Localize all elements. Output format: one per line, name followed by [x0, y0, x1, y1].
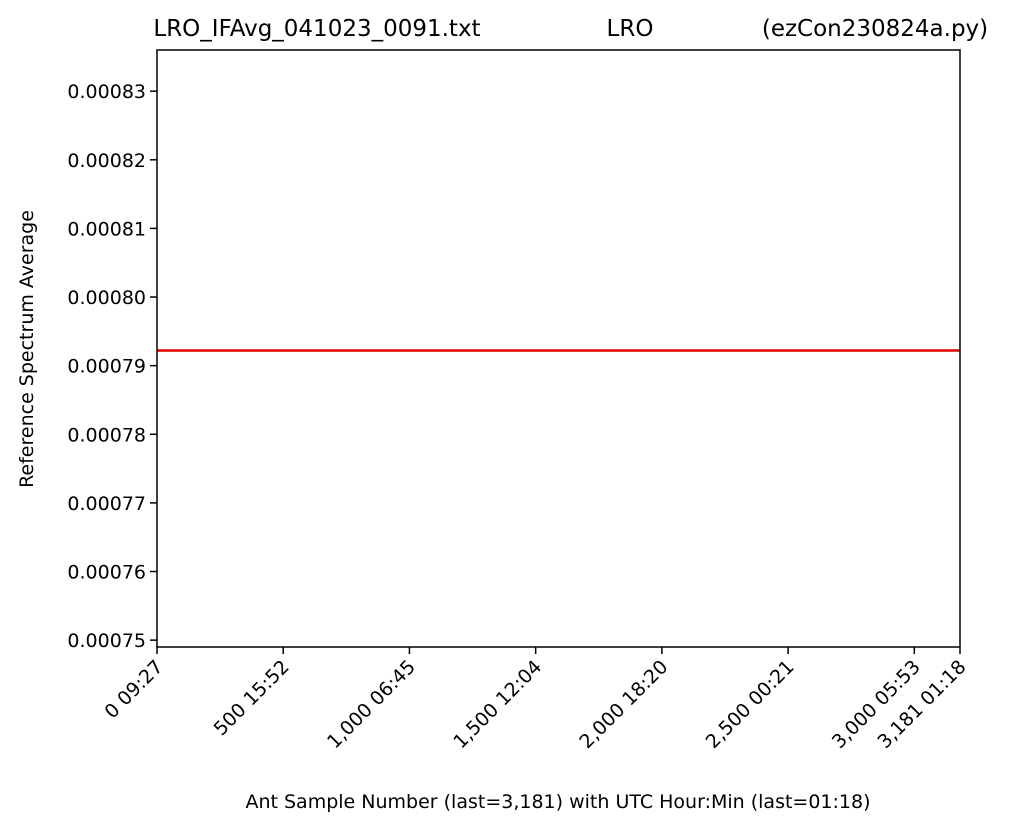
y-tick-label: 0.00075 — [67, 630, 146, 652]
y-tick-label: 0.00078 — [67, 424, 146, 446]
x-tick-label: 1,500 12:04 — [449, 656, 546, 753]
chart-title-left: LRO_IFAvg_041023_0091.txt — [153, 16, 480, 42]
x-tick-label: 2,000 18:20 — [575, 656, 672, 753]
y-axis-label: Reference Spectrum Average — [16, 210, 38, 488]
y-tick-label: 0.00076 — [67, 562, 146, 584]
plot-frame — [156, 49, 961, 648]
x-tick-label: 500 15:52 — [210, 656, 294, 740]
x-tick-label: 2,500 00:21 — [702, 656, 799, 753]
x-axis-label: Ant Sample Number (last=3,181) with UTC … — [245, 791, 870, 813]
x-ticks: 0 09:27 500 15:52 1,000 06:45 1,500 12:04 2,… — [100, 647, 971, 753]
y-ticks: 0.00075 0.00076 0.00077 0.00078 0.00079 0.000… — [67, 81, 157, 652]
y-tick-label: 0.00077 — [67, 493, 146, 515]
x-tick-label: 0 09:27 — [100, 656, 167, 723]
x-tick-label: 1,000 06:45 — [323, 656, 420, 753]
chart-title-center: LRO — [607, 16, 654, 42]
y-tick-label: 0.00082 — [67, 150, 146, 172]
chart-title-right: (ezCon230824a.py) — [762, 16, 988, 42]
y-tick-label: 0.00080 — [67, 287, 146, 309]
y-tick-label: 0.00083 — [67, 81, 146, 103]
y-tick-label: 0.00081 — [67, 218, 146, 240]
y-tick-label: 0.00079 — [67, 356, 146, 378]
